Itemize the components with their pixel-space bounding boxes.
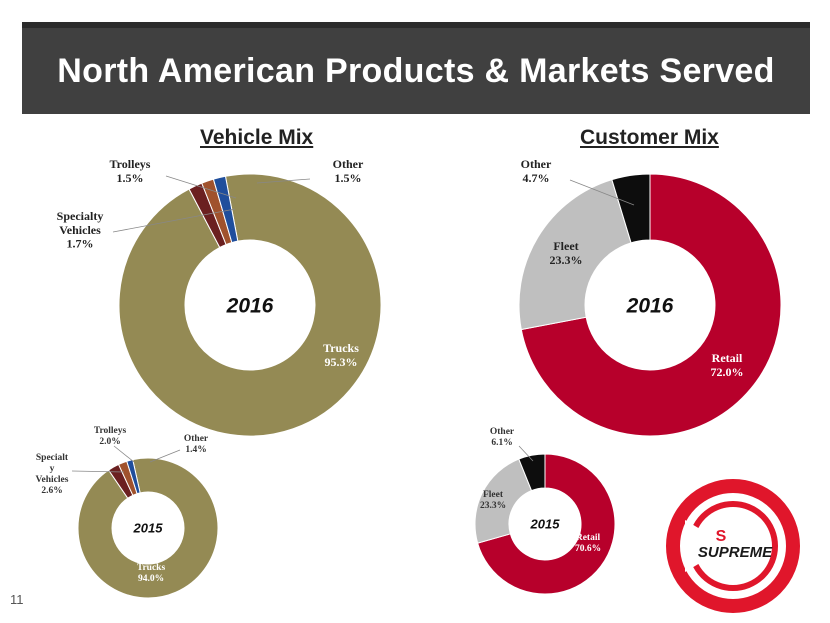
leader-line-trolleys <box>114 446 134 462</box>
logo-s-mark: S <box>716 528 727 545</box>
logo-wordmark: SUPREME <box>698 544 773 561</box>
data-label-trucks: Trucks 95.3% <box>323 341 359 369</box>
data-label-other: Other 4.7% <box>521 157 552 185</box>
data-label-fleet: Fleet 23.3% <box>550 239 583 267</box>
charts-canvas: Trucks 95.3%Specialty Vehicles 1.7%Trolleys… <box>0 0 830 623</box>
center-year-label: 2015 <box>133 521 164 536</box>
data-label-other: Other 1.4% <box>184 434 209 455</box>
center-year-label: 2016 <box>226 295 274 318</box>
data-label-specialty-vehicles: Specialt y Vehicles 2.6% <box>36 453 69 496</box>
page-number: 11 <box>10 592 24 607</box>
supreme-logo: SUPREME S <box>673 486 793 606</box>
center-year-label: 2016 <box>626 295 674 318</box>
data-label-trolleys: Trolleys 1.5% <box>110 157 151 185</box>
customer-mix-2016-chart: Retail 72.0% Fleet 23.3% Other 4.7% 2016 <box>519 157 781 436</box>
data-label-specialty-vehicles: Specialty Vehicles 1.7% <box>57 209 104 251</box>
data-label-other: Other 1.5% <box>333 157 364 185</box>
data-label-retail: Retail 72.0% <box>711 351 744 379</box>
center-year-label: 2015 <box>530 517 561 532</box>
data-label-trucks: Trucks 94.0% <box>137 563 166 584</box>
data-label-retail: Retail 70.6% <box>575 533 601 554</box>
vehicle-mix-2016-chart: Trucks 95.3% Specialty Vehicles 1.7%Trolleys… <box>57 157 381 436</box>
customer-mix-2015-chart: Retail 70.6% Fleet 23.3% Other 6.1% 2015 <box>475 427 615 594</box>
data-label-trolleys: Trolleys 2.0% <box>94 426 127 447</box>
vehicle-mix-2015-chart: Trucks 94.0% Specialt y Vehicles 2.6% Trolleys… <box>36 426 218 598</box>
data-label-other: Other 6.1% <box>490 427 515 448</box>
data-label-fleet: Fleet 23.3% <box>480 490 506 511</box>
